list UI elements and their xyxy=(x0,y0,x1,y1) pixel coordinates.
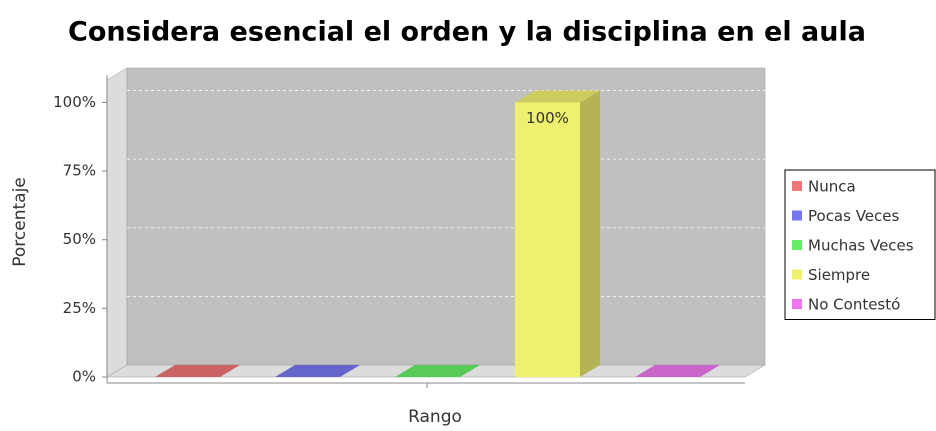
back-wall xyxy=(126,67,766,366)
bar xyxy=(395,365,480,377)
bar-top xyxy=(155,365,240,377)
legend-label: No Contestó xyxy=(808,296,900,314)
bar-top xyxy=(635,365,720,377)
bar-top xyxy=(515,90,600,103)
legend-swatch xyxy=(792,269,802,280)
y-tick-label: 0% xyxy=(72,368,96,386)
bar-top xyxy=(395,365,480,377)
bar xyxy=(635,365,720,377)
y-tick-label: 100% xyxy=(53,93,96,111)
legend-swatch xyxy=(792,240,802,250)
legend-label: Siempre xyxy=(808,266,870,284)
y-tick-label: 25% xyxy=(63,299,96,317)
bar xyxy=(275,365,360,377)
y-tick-label: 75% xyxy=(63,162,96,180)
bar xyxy=(515,90,600,378)
y-tick-label: 50% xyxy=(63,230,96,248)
legend-swatch xyxy=(792,181,802,191)
data-label: 100% xyxy=(526,109,569,127)
y-axis-label: Porcentaje xyxy=(10,177,30,267)
bar xyxy=(155,365,240,377)
left-wall xyxy=(106,67,128,378)
legend-label: Pocas Veces xyxy=(808,207,900,225)
legend-swatch xyxy=(792,299,802,309)
bar-side xyxy=(580,90,600,378)
legend-box xyxy=(784,169,936,320)
legend-label: Muchas Veces xyxy=(808,237,914,255)
bar-top xyxy=(275,365,360,377)
legend-swatch xyxy=(792,210,802,221)
x-axis-label: Rango xyxy=(408,407,462,427)
chart-title: Considera esencial el orden y la discipl… xyxy=(68,17,866,48)
bar-front xyxy=(515,102,580,378)
legend-label: Nunca xyxy=(808,178,856,196)
